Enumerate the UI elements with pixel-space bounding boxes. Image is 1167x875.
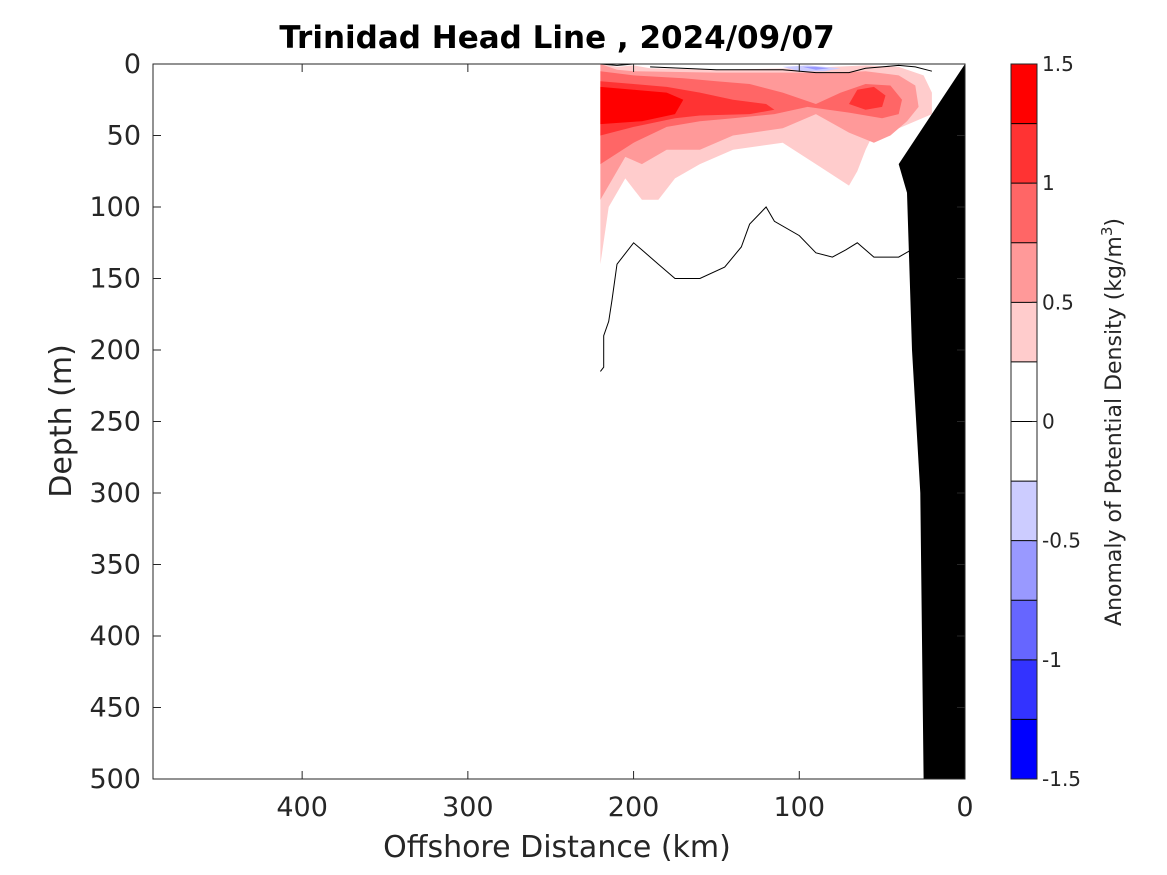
y-tick-label: 500 [89, 764, 141, 795]
x-axis-title: Offshore Distance (km) [383, 830, 731, 865]
y-tick-label: 250 [89, 407, 141, 438]
colorbar-tick-label: 0 [1042, 410, 1055, 434]
colorbar-band [1011, 421, 1037, 482]
y-tick-label: 150 [89, 264, 141, 295]
y-tick-label: 400 [89, 621, 141, 652]
colorbar-tick-label: -1.5 [1042, 767, 1081, 791]
y-axis-title: Depth (m) [44, 344, 79, 498]
colorbar: 1.5 1 0.5 0 -0.5 -1 -1.5 [1010, 52, 1081, 791]
y-tick-label: 100 [89, 192, 141, 223]
y-tick-label: 0 [124, 49, 141, 80]
colorbar-band [1011, 361, 1037, 422]
colorbar-band [1011, 123, 1037, 184]
y-tick-label: 200 [89, 335, 141, 366]
x-tick-label: 300 [442, 792, 494, 823]
x-axis: 400 300 200 100 0 [276, 64, 974, 823]
colorbar-tick-label: -0.5 [1042, 529, 1081, 553]
colorbar-band [1011, 659, 1037, 720]
y-tick-label: 50 [107, 121, 141, 152]
colorbar-band [1011, 242, 1037, 303]
y-tick-label: 300 [89, 478, 141, 509]
colorbar-band [1011, 481, 1037, 541]
x-tick-label: 100 [774, 792, 826, 823]
colorbar-band [1011, 540, 1037, 601]
anomaly-region-7 [802, 66, 830, 70]
y-axis: 0 50 100 150 200 250 300 350 400 450 500 [89, 49, 965, 795]
colorbar-title-main: Anomaly of Potential Density (kg/m [1102, 236, 1127, 626]
seafloor-mask [898, 64, 965, 779]
colorbar-title-end: ) [1102, 218, 1127, 227]
colorbar-tick-label: 0.5 [1042, 290, 1074, 314]
contour-line-1 [650, 64, 933, 74]
anomaly-region-5 [600, 86, 684, 125]
x-tick-label: 200 [608, 792, 660, 823]
colorbar-band [1011, 600, 1037, 660]
colorbar-band [1011, 719, 1037, 779]
colorbar-band [1011, 183, 1037, 243]
chart-title: Trinidad Head Line , 2024/09/07 [279, 20, 834, 56]
colorbar-title-exponent: 3 [1098, 227, 1116, 237]
y-tick-label: 450 [89, 693, 141, 724]
x-tick-label: 400 [276, 792, 328, 823]
colorbar-title: Anomaly of Potential Density (kg/m3) [1098, 218, 1127, 626]
density-anomaly-field [600, 64, 932, 265]
colorbar-tick-label: 1 [1042, 171, 1055, 195]
anomaly-region-4 [849, 86, 886, 110]
colorbar-band [1011, 302, 1037, 362]
colorbar-tick-label: 1.5 [1042, 52, 1074, 76]
seafloor-polygon [898, 64, 965, 779]
colorbar-tick-label: -1 [1042, 648, 1062, 672]
y-tick-label: 350 [89, 550, 141, 581]
x-tick-label: 0 [956, 792, 973, 823]
colorbar-band [1011, 64, 1037, 124]
